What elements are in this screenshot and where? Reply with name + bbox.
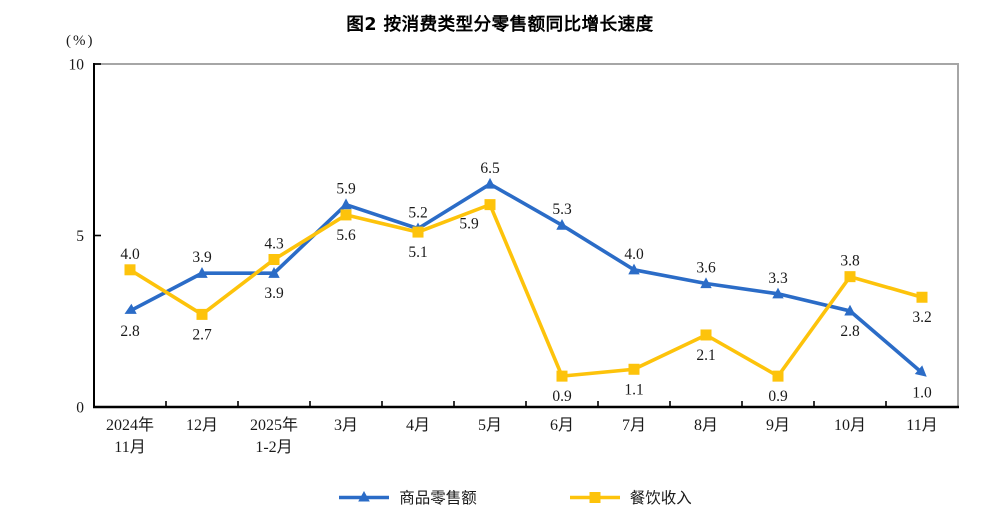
square-marker bbox=[700, 329, 712, 341]
value-label: 2.8 bbox=[840, 323, 860, 340]
legend-item-catering-income: 餐饮收入 bbox=[569, 486, 692, 508]
series-line-0 bbox=[129, 181, 924, 375]
triangle-marker bbox=[556, 219, 568, 230]
triangle-marker bbox=[914, 365, 927, 377]
square-marker bbox=[916, 291, 928, 303]
value-label: 3.2 bbox=[912, 309, 931, 326]
value-label: 3.9 bbox=[192, 249, 212, 266]
y-axis-unit-label: (%) bbox=[66, 33, 95, 49]
line-triangle-marker-icon bbox=[339, 491, 390, 502]
triangle-marker bbox=[196, 267, 208, 278]
y-axis-label: 5 bbox=[76, 228, 84, 245]
value-label: 3.3 bbox=[768, 270, 788, 287]
x-axis-label: 3月 bbox=[334, 417, 358, 434]
value-label: 5.2 bbox=[408, 205, 427, 222]
square-marker bbox=[484, 199, 496, 211]
triangle-marker bbox=[628, 263, 640, 275]
triangle-marker bbox=[124, 303, 137, 314]
x-axis-label: 9月 bbox=[766, 417, 790, 434]
x-axis-label: 8月 bbox=[694, 417, 718, 434]
square-marker bbox=[340, 209, 352, 221]
value-label: 5.3 bbox=[552, 201, 572, 218]
value-label: 5.9 bbox=[459, 216, 479, 233]
x-axis-label: 2024年 bbox=[106, 416, 154, 434]
value-label: 0.9 bbox=[552, 388, 572, 405]
triangle-marker bbox=[268, 267, 280, 278]
triangle-marker bbox=[340, 198, 352, 210]
plot-border bbox=[94, 63, 959, 407]
legend-label-goods-retail: 商品零售额 bbox=[399, 490, 477, 507]
value-label: 3.9 bbox=[264, 285, 284, 302]
triangle-marker bbox=[772, 287, 784, 299]
value-label: 5.6 bbox=[336, 227, 356, 244]
line-chart: 0 5 10 2024年 11月 12月 2025年 1-2月 3月 4月 5月 6月 7月 8月 9月 10… bbox=[69, 57, 959, 456]
x-axis-label: 4月 bbox=[406, 417, 430, 434]
value-label: 4.0 bbox=[624, 246, 644, 263]
square-marker bbox=[844, 271, 856, 283]
value-label: 3.6 bbox=[696, 260, 716, 277]
square-marker bbox=[628, 363, 640, 375]
value-label: 2.1 bbox=[696, 347, 715, 364]
y-axis-label: 0 bbox=[76, 400, 84, 417]
x-axis-label: 10月 bbox=[834, 417, 866, 434]
line-square-marker-icon bbox=[569, 492, 620, 503]
value-label: 5.9 bbox=[336, 181, 356, 198]
value-label: 4.3 bbox=[264, 236, 284, 253]
value-label: 5.1 bbox=[408, 244, 427, 261]
value-label: 2.8 bbox=[120, 323, 140, 340]
triangle-marker bbox=[844, 304, 856, 316]
x-axis-label: 5月 bbox=[478, 417, 502, 434]
value-label: 0.9 bbox=[768, 388, 788, 405]
square-marker bbox=[556, 370, 568, 382]
triangle-marker bbox=[700, 277, 712, 289]
chart-title: 图2 按消费类型分零售额同比增长速度 bbox=[346, 15, 654, 35]
value-label: 2.7 bbox=[192, 326, 212, 343]
square-marker bbox=[772, 370, 784, 382]
series-line-1 bbox=[129, 202, 923, 379]
chart-legend: 商品零售额 餐饮收入 bbox=[0, 486, 1000, 508]
value-label: 1.1 bbox=[624, 381, 643, 398]
square-marker bbox=[268, 254, 280, 266]
value-label: 4.0 bbox=[120, 246, 140, 263]
x-axis-label: 11月 bbox=[906, 417, 937, 434]
triangle-marker bbox=[484, 177, 496, 189]
square-marker bbox=[412, 226, 424, 238]
x-axis-label: 6月 bbox=[550, 417, 574, 434]
value-label: 1.0 bbox=[912, 385, 932, 402]
square-marker bbox=[196, 308, 208, 320]
x-axis-label: 7月 bbox=[622, 417, 646, 434]
y-axis-label: 10 bbox=[69, 57, 85, 74]
value-label: 6.5 bbox=[480, 160, 500, 177]
legend-label-catering-income: 餐饮收入 bbox=[629, 490, 692, 507]
x-axis-label: 12月 bbox=[186, 417, 218, 434]
square-marker bbox=[124, 264, 136, 276]
x-axis-label: 11月 bbox=[114, 439, 145, 456]
x-axis-label: 1-2月 bbox=[255, 439, 292, 456]
legend-item-goods-retail: 商品零售额 bbox=[338, 486, 477, 508]
x-axis-label: 2025年 bbox=[250, 416, 298, 434]
value-label: 3.8 bbox=[840, 253, 860, 270]
